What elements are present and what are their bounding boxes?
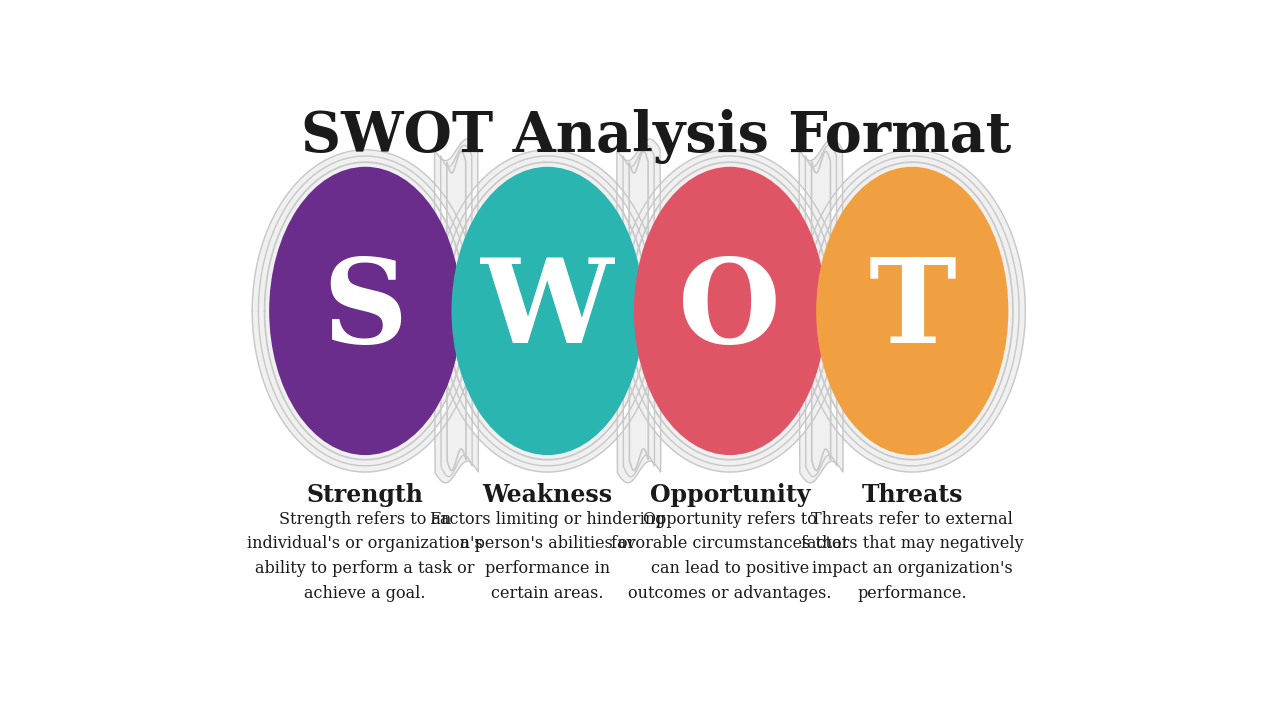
Ellipse shape <box>269 167 461 455</box>
Text: T: T <box>868 253 956 369</box>
Text: Threats: Threats <box>861 483 963 507</box>
Polygon shape <box>259 145 1019 477</box>
Text: W: W <box>481 253 614 369</box>
Ellipse shape <box>634 167 826 455</box>
Ellipse shape <box>452 167 644 455</box>
Text: Strength refers to an
individual's or organization's
ability to perform a task o: Strength refers to an individual's or or… <box>247 510 483 602</box>
Text: Opportunity: Opportunity <box>650 483 810 507</box>
Text: Weakness: Weakness <box>483 483 613 507</box>
Text: Factors limiting or hindering
a person's abilities or
performance in
certain are: Factors limiting or hindering a person's… <box>430 510 666 602</box>
Text: O: O <box>678 253 781 369</box>
Polygon shape <box>265 151 1012 470</box>
Text: SWOT Analysis Format: SWOT Analysis Format <box>301 109 1011 163</box>
Ellipse shape <box>817 167 1009 455</box>
Text: Threats refer to external
factors that may negatively
impact an organization's
p: Threats refer to external factors that m… <box>801 510 1024 602</box>
Text: Opportunity refers to
favorable circumstances that
can lead to positive
outcomes: Opportunity refers to favorable circumst… <box>612 510 849 602</box>
Polygon shape <box>252 139 1025 483</box>
Text: Strength: Strength <box>307 483 424 507</box>
Text: S: S <box>323 253 408 369</box>
